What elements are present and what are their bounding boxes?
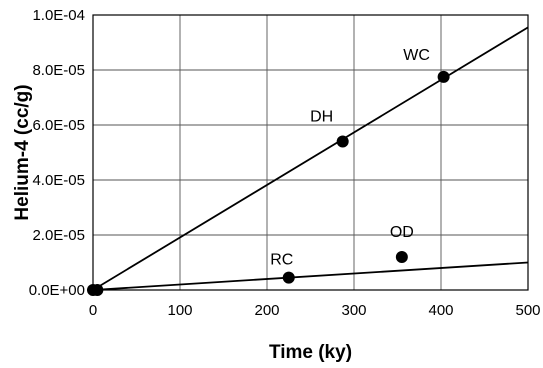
data-points: RC OD DH WC [87, 47, 450, 296]
y-tick-label: 6.0E-05 [32, 117, 85, 134]
x-tick-label: 100 [167, 302, 192, 319]
plot-area-frame [92, 14, 529, 291]
data-point-wc [437, 70, 450, 83]
y-tick-label: 2.0E-05 [32, 227, 85, 244]
x-tick-label: 200 [254, 302, 279, 319]
y-tick-label: 4.0E-05 [32, 172, 85, 189]
data-point-od [395, 251, 408, 263]
y-tick-label: 8.0E-05 [32, 62, 85, 79]
y-tick-label: 1.0E-04 [32, 7, 85, 24]
x-axis-ticks: 0 100 200 300 400 500 [89, 302, 541, 319]
x-tick-label: 400 [428, 302, 453, 319]
data-point-dh [336, 135, 349, 148]
data-point-rc [282, 271, 295, 284]
y-axis-title: Helium-4 (cc/g) [12, 84, 33, 220]
x-tick-label: 300 [341, 302, 366, 319]
x-tick-label: 500 [515, 302, 540, 319]
y-axis-ticks: 0.0E+00 2.0E-05 4.0E-05 6.0E-05 8.0E-05 1.0E-… [29, 7, 85, 299]
point-label-od: OD [390, 224, 414, 241]
point-label-dh: DH [310, 109, 333, 126]
data-point [91, 284, 104, 296]
y-tick-label: 0.0E+00 [29, 282, 85, 299]
trend-lines [92, 26, 529, 291]
x-axis-title: Time (ky) [269, 342, 352, 363]
trend-line-1 [92, 26, 529, 291]
x-tick-label: 0 [89, 302, 97, 319]
grid-lines [92, 14, 529, 291]
trend-line-2 [92, 261, 529, 291]
point-label-wc: WC [403, 47, 430, 64]
point-label-rc: RC [270, 252, 293, 269]
